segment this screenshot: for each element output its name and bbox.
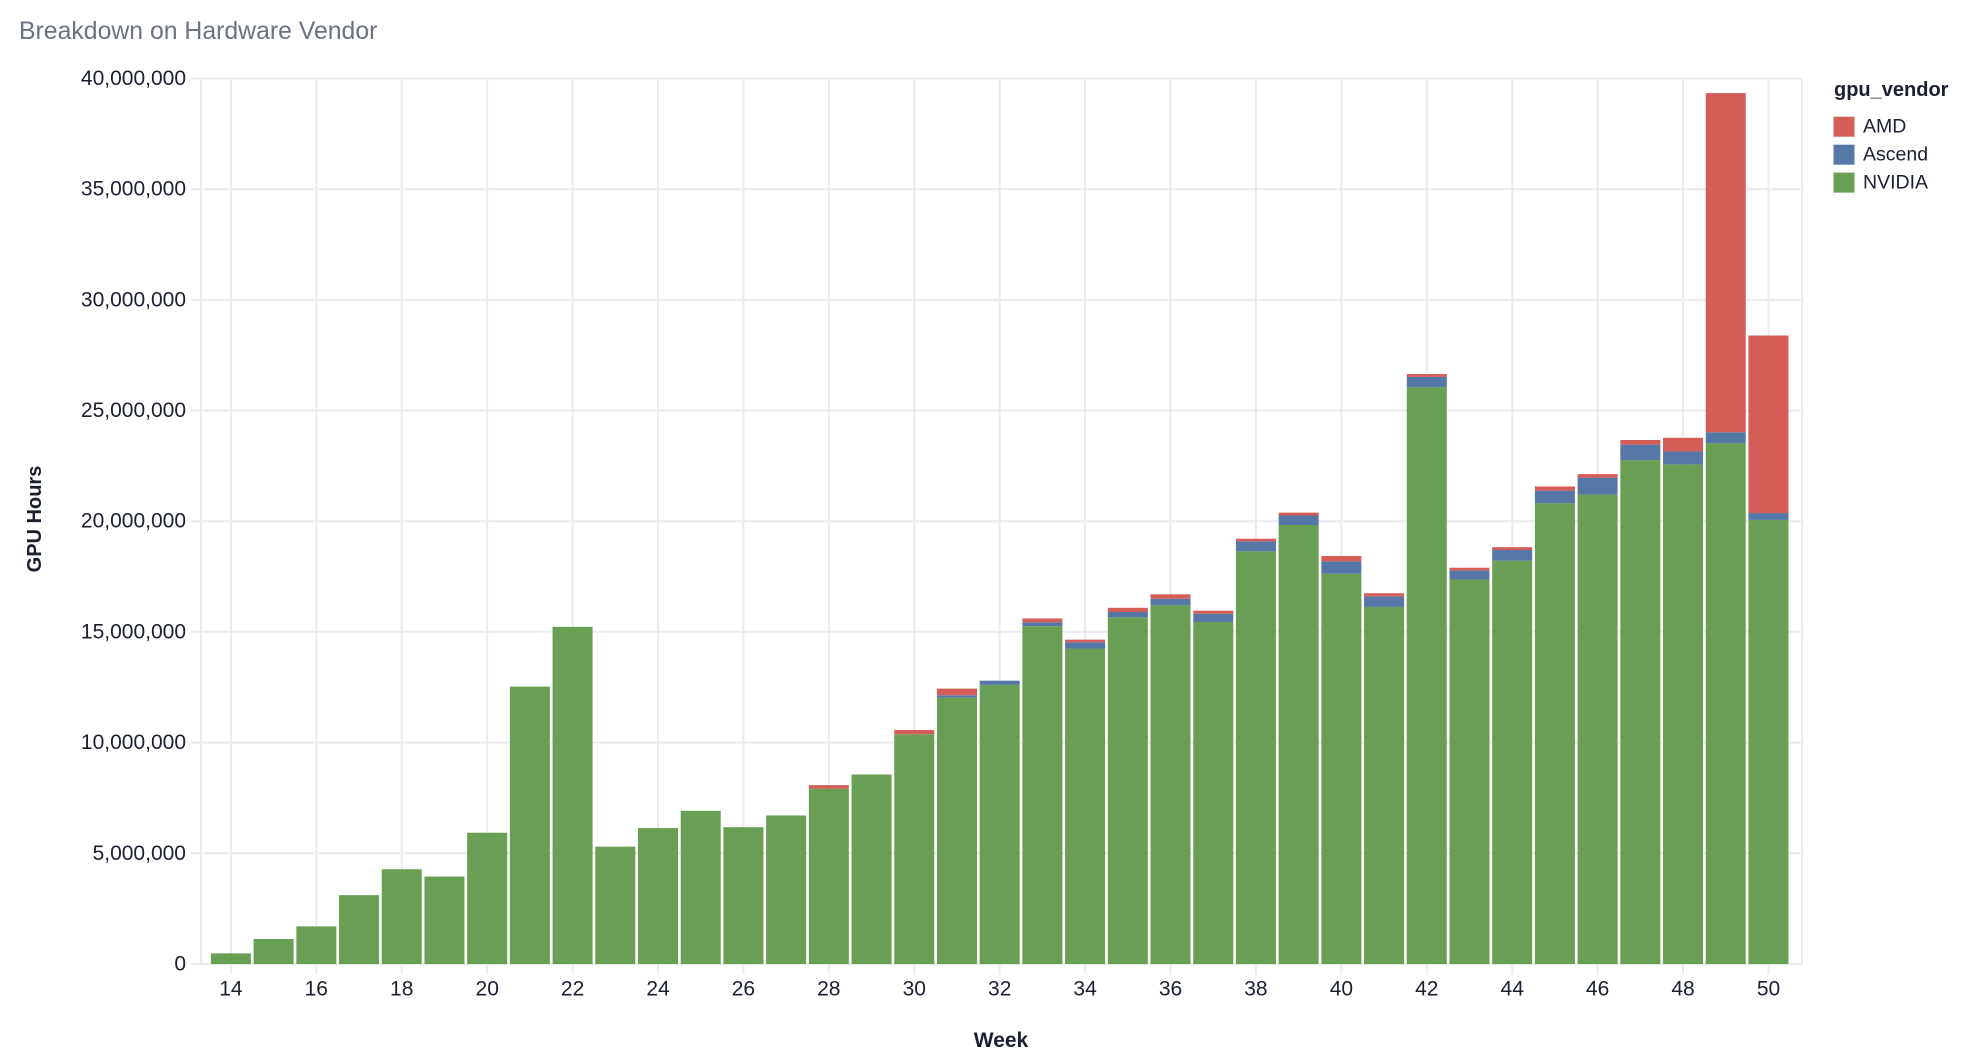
svg-text:38: 38 (1244, 978, 1267, 1001)
svg-text:GPU Hours: GPU Hours (24, 466, 46, 573)
svg-text:34: 34 (1073, 978, 1097, 1001)
svg-text:AMD: AMD (1863, 116, 1906, 138)
svg-text:15,000,000: 15,000,000 (81, 620, 186, 643)
svg-text:24: 24 (646, 978, 670, 1001)
svg-text:40: 40 (1330, 978, 1353, 1001)
svg-text:46: 46 (1586, 978, 1609, 1001)
svg-text:Breakdown on Hardware Vendor: Breakdown on Hardware Vendor (19, 18, 377, 45)
svg-text:48: 48 (1671, 978, 1694, 1001)
svg-text:50: 50 (1757, 978, 1780, 1001)
svg-text:30: 30 (903, 978, 926, 1001)
svg-text:5,000,000: 5,000,000 (93, 842, 186, 865)
svg-text:30,000,000: 30,000,000 (81, 288, 186, 311)
svg-text:16: 16 (305, 978, 328, 1001)
svg-text:35,000,000: 35,000,000 (81, 178, 186, 201)
svg-text:NVIDIA: NVIDIA (1863, 172, 1928, 194)
svg-text:10,000,000: 10,000,000 (81, 731, 186, 754)
svg-text:25,000,000: 25,000,000 (81, 399, 186, 422)
svg-text:20: 20 (476, 978, 499, 1001)
svg-text:22: 22 (561, 978, 584, 1001)
svg-text:42: 42 (1415, 978, 1438, 1001)
svg-text:28: 28 (817, 978, 840, 1001)
svg-text:18: 18 (390, 978, 413, 1001)
svg-text:gpu_vendor: gpu_vendor (1834, 79, 1949, 101)
svg-text:Week: Week (974, 1029, 1029, 1052)
svg-text:32: 32 (988, 978, 1011, 1001)
svg-text:40,000,000: 40,000,000 (81, 67, 186, 90)
svg-text:44: 44 (1501, 978, 1525, 1001)
svg-text:0: 0 (174, 953, 186, 976)
svg-text:26: 26 (732, 978, 755, 1001)
svg-text:20,000,000: 20,000,000 (81, 510, 186, 533)
svg-text:Ascend: Ascend (1863, 144, 1928, 166)
svg-text:36: 36 (1159, 978, 1182, 1001)
svg-text:14: 14 (219, 978, 243, 1001)
